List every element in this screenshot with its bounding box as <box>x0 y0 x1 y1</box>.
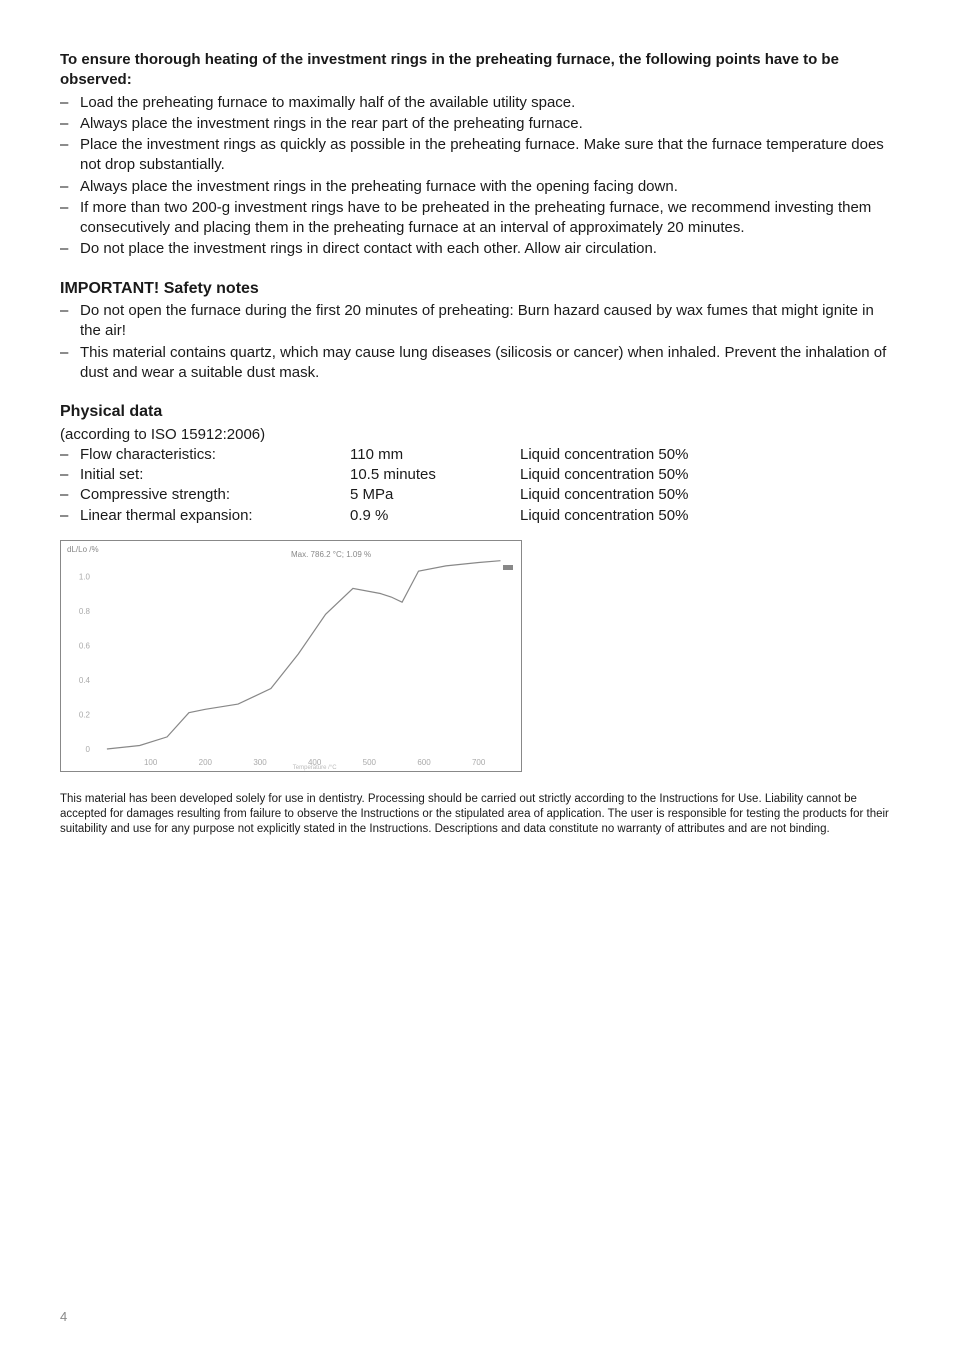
phys-value: 5 MPa <box>350 485 520 505</box>
phys-cond: Liquid concentration 50% <box>520 485 820 505</box>
list-item: Always place the investment rings in the… <box>60 114 894 134</box>
svg-text:0: 0 <box>86 745 91 754</box>
svg-text:100: 100 <box>144 758 158 767</box>
physical-sub: (according to ISO 15912:2006) <box>60 425 894 445</box>
heading-safety: IMPORTANT! Safety notes <box>60 278 894 300</box>
phys-label: Linear thermal expansion: <box>60 506 350 526</box>
furnace-points-list: Load the preheating furnace to maximally… <box>60 93 894 260</box>
svg-text:Max. 786.2 °C; 1.09 %: Max. 786.2 °C; 1.09 % <box>291 550 371 559</box>
svg-text:300: 300 <box>253 758 267 767</box>
list-item: Do not place the investment rings in dir… <box>60 239 894 259</box>
list-item: Load the preheating furnace to maximally… <box>60 93 894 113</box>
phys-cond: Liquid concentration 50% <box>520 506 820 526</box>
phys-cond: Liquid concentration 50% <box>520 465 820 485</box>
phys-value: 0.9 % <box>350 506 520 526</box>
thermal-expansion-chart: dL/Lo /% Max. 786.2 °C; 1.09 % 1.0 0.8 0.6 0.… <box>60 540 522 772</box>
svg-text:dL/Lo /%: dL/Lo /% <box>67 545 99 554</box>
phys-cond: Liquid concentration 50% <box>520 445 820 465</box>
svg-text:1.0: 1.0 <box>79 572 91 581</box>
svg-text:0.6: 0.6 <box>79 641 91 650</box>
svg-text:200: 200 <box>199 758 213 767</box>
phys-label: Compressive strength: <box>60 485 350 505</box>
svg-text:0.4: 0.4 <box>79 676 91 685</box>
chart-svg: dL/Lo /% Max. 786.2 °C; 1.09 % 1.0 0.8 0.6 0.… <box>61 541 521 771</box>
list-item: If more than two 200-g investment rings … <box>60 198 894 239</box>
phys-label: Flow characteristics: <box>60 445 350 465</box>
list-item: Place the investment rings as quickly as… <box>60 135 894 176</box>
disclaimer-text: This material has been developed solely … <box>60 792 894 837</box>
heading-furnace: To ensure thorough heating of the invest… <box>60 50 894 91</box>
list-item: Always place the investment rings in the… <box>60 177 894 197</box>
svg-text:Temperature /°C: Temperature /°C <box>293 765 337 771</box>
phys-value: 110 mm <box>350 445 520 465</box>
phys-label: Initial set: <box>60 465 350 485</box>
page-number: 4 <box>60 1308 67 1326</box>
svg-text:0.2: 0.2 <box>79 710 91 719</box>
safety-points-list: Do not open the furnace during the first… <box>60 301 894 383</box>
list-item: Do not open the furnace during the first… <box>60 301 894 342</box>
physical-table: Flow characteristics: 110 mm Liquid conc… <box>60 445 894 526</box>
svg-text:0.8: 0.8 <box>79 607 91 616</box>
list-item: This material contains quartz, which may… <box>60 343 894 384</box>
svg-text:700: 700 <box>472 758 486 767</box>
phys-value: 10.5 minutes <box>350 465 520 485</box>
svg-text:600: 600 <box>417 758 431 767</box>
heading-physical: Physical data <box>60 401 894 423</box>
svg-text:500: 500 <box>363 758 377 767</box>
